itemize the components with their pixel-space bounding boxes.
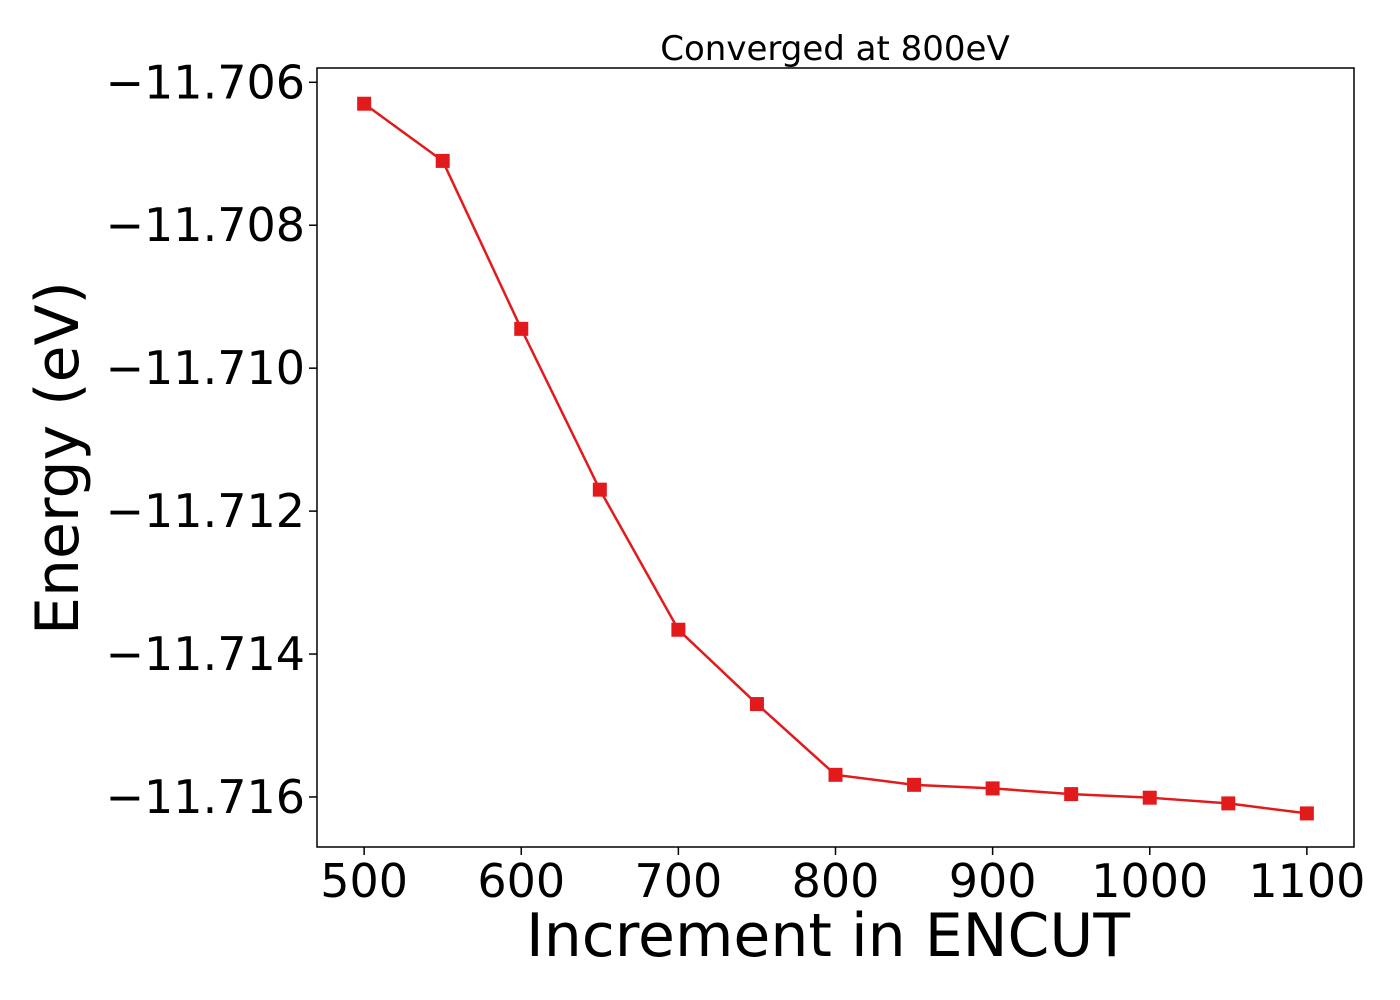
data-point-marker xyxy=(514,321,529,336)
data-point-marker xyxy=(435,153,450,168)
x-axis-title: Increment in ENCUT xyxy=(526,901,1130,971)
x-tick-label: 900 xyxy=(949,854,1037,908)
data-point-marker xyxy=(1299,806,1314,821)
x-tick-label: 800 xyxy=(792,854,880,908)
plot-frame xyxy=(316,67,1355,848)
y-tick-label: −11.706 xyxy=(106,55,306,109)
y-tick-label: −11.712 xyxy=(106,484,306,538)
plot-area xyxy=(357,96,1314,821)
data-point-marker xyxy=(1142,790,1157,805)
y-tick-label: −11.714 xyxy=(106,627,306,681)
x-tick-label: 500 xyxy=(320,854,408,908)
data-point-marker xyxy=(985,781,1000,796)
x-tick-label: 700 xyxy=(634,854,722,908)
y-tick-label: −11.716 xyxy=(106,770,306,824)
y-axis-title: Energy (eV) xyxy=(23,281,93,635)
data-point-marker xyxy=(1221,796,1236,811)
x-tick-label: 1100 xyxy=(1248,854,1365,908)
y-tick-label: −11.710 xyxy=(106,341,306,395)
x-tick-label: 1000 xyxy=(1091,854,1208,908)
data-point-marker xyxy=(1064,787,1079,802)
x-tick-label: 600 xyxy=(477,854,565,908)
data-point-marker xyxy=(592,482,607,497)
data-point-marker xyxy=(907,777,922,792)
data-point-marker xyxy=(671,622,686,637)
axis-ticks: 500 600 700 800 900 1000 1100 −11.706 −11.708 −11… xyxy=(106,55,1366,908)
data-point-marker xyxy=(357,96,372,111)
y-tick-label: −11.708 xyxy=(106,198,306,252)
data-point-marker xyxy=(828,767,843,782)
data-point-marker xyxy=(749,697,764,712)
chart-title: Converged at 800eV xyxy=(660,29,1009,69)
